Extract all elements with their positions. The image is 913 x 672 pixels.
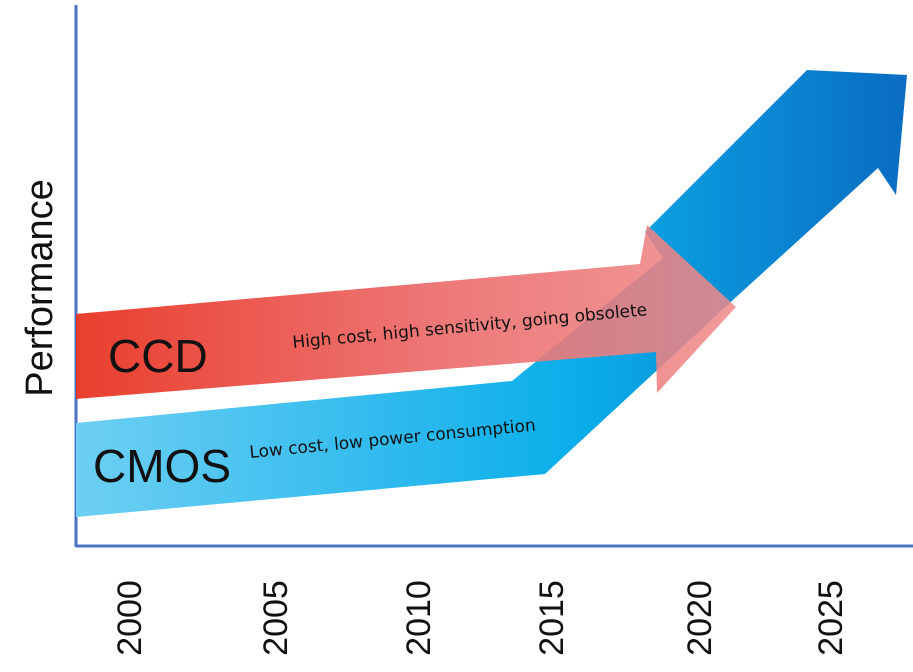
cmos-name: CMOS xyxy=(93,440,231,492)
x-tick-2025: 2025 xyxy=(812,580,850,656)
x-tick-2015: 2015 xyxy=(533,580,571,656)
ccd-arrow xyxy=(76,225,736,399)
ccd-name: CCD xyxy=(108,330,208,382)
x-tick-2000: 2000 xyxy=(111,580,149,656)
cmos-arrow xyxy=(76,70,907,517)
x-tick-2005: 2005 xyxy=(257,580,295,656)
x-tick-2010: 2010 xyxy=(400,580,438,656)
x-tick-2020: 2020 xyxy=(681,580,719,656)
y-axis-label: Performance xyxy=(19,179,61,397)
